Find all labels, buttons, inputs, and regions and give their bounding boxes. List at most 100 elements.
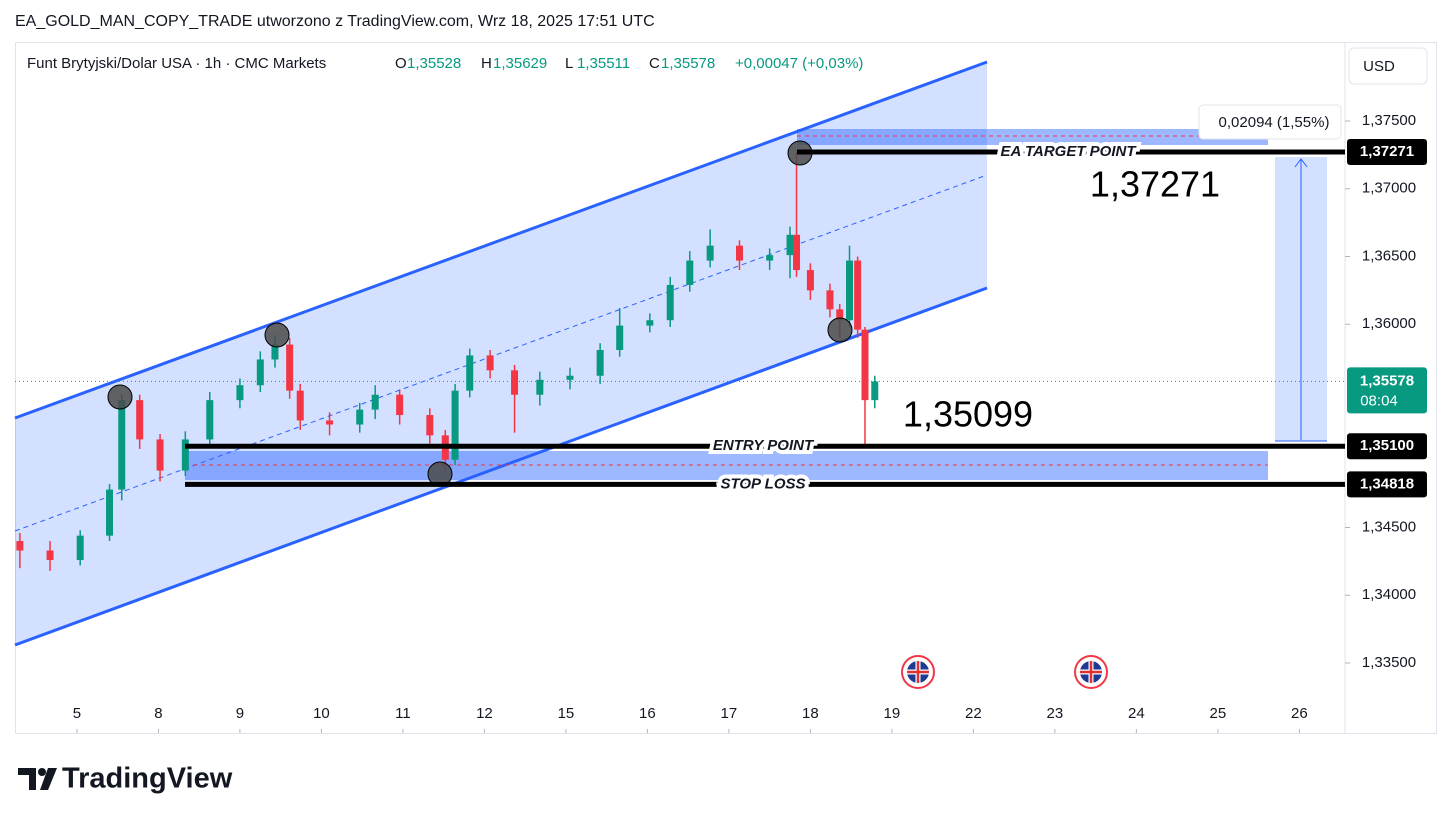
candle-body (786, 234, 794, 256)
x-tick-label: 9 (236, 705, 244, 722)
x-tick-label: 11 (395, 705, 411, 722)
candle-body (356, 409, 364, 425)
last-price-box (1347, 367, 1427, 414)
level-price-box (1347, 471, 1427, 498)
pivot (107, 384, 133, 410)
level-name: ENTRY POINT (713, 437, 815, 454)
x-tick-label: 18 (802, 705, 819, 722)
symbol-legend: Funt Brytyjski/Dolar USA · 1h · CMC Mark… (27, 55, 326, 72)
candle-body (836, 309, 844, 321)
candle-body (286, 344, 294, 391)
brand-logo (18, 768, 57, 790)
level-price-label: 1,37271 (1360, 143, 1414, 160)
y-tick-label: 1,36000 (1362, 315, 1416, 332)
candle-body (766, 255, 774, 261)
level-name: STOP LOSS (720, 475, 805, 492)
candle-body (326, 420, 334, 425)
y-tick-label: 1,37500 (1362, 112, 1416, 129)
ohlc-key: O (395, 55, 407, 72)
x-tick-label: 12 (476, 705, 493, 722)
ohlc-value: 1,35528 (407, 55, 461, 72)
candle-body (826, 290, 834, 310)
candle-body (16, 541, 24, 551)
candle-body (706, 245, 714, 261)
level-name: EA TARGET POINT (1001, 143, 1138, 160)
x-tick-label: 16 (639, 705, 656, 722)
level-price-box (1347, 433, 1427, 460)
candle-body (806, 270, 814, 291)
measure-label: 0,02094 (1,55%) (1219, 114, 1330, 131)
ohlc-key: L (565, 55, 573, 72)
candle-body (296, 390, 304, 421)
change-legend: +0,00047 (+0,03%) (735, 55, 863, 72)
candle-body (735, 245, 743, 261)
candle-body (46, 550, 54, 561)
candle-body (426, 415, 434, 436)
candle-body (76, 535, 84, 561)
candle-body (466, 355, 474, 391)
ohlc-value: 1,35578 (661, 55, 715, 72)
x-tick-label: 17 (721, 705, 738, 722)
channel-upper (14, 60, 988, 420)
candle-body (536, 379, 544, 395)
candle-body (271, 344, 279, 360)
x-tick-label: 5 (73, 705, 81, 722)
candle-body (596, 349, 604, 376)
last-price-label: 1,35578 (1360, 372, 1414, 389)
candle-body (181, 439, 189, 471)
x-tick-label: 26 (1291, 705, 1308, 722)
ohlc-value: 1,35629 (493, 55, 547, 72)
candle-body (616, 325, 624, 350)
candle-body (666, 284, 674, 321)
y-tick-label: 1,34000 (1362, 586, 1416, 603)
event-flag (901, 655, 935, 689)
currency-label: USD (1363, 58, 1395, 75)
candle-body (371, 394, 379, 410)
low-annotation: 1,35099 (903, 394, 1033, 435)
x-tick-label: 8 (154, 705, 162, 722)
pivot (264, 322, 290, 348)
candle-body (871, 381, 879, 401)
channel-mid (14, 174, 988, 532)
pivot (827, 317, 853, 343)
chart-frame (15, 42, 1437, 734)
level-price-label: 1,35100 (1360, 437, 1414, 454)
y-tick-label: 1,34500 (1362, 518, 1416, 535)
x-tick-label: 19 (884, 705, 901, 722)
target-zone (797, 129, 1268, 145)
candle-body (256, 359, 264, 386)
ohlc-key: H (481, 55, 492, 72)
channel-lower (14, 286, 988, 647)
ohlc-key: C (649, 55, 660, 72)
x-tick-label: 10 (313, 705, 330, 722)
y-tick-label: 1,33500 (1362, 654, 1416, 671)
candle-body (793, 234, 801, 271)
candle-body (511, 370, 519, 395)
currency-button[interactable] (1348, 47, 1428, 85)
candle-body (646, 320, 654, 326)
candle-body (566, 375, 574, 380)
x-tick-label: 23 (1047, 705, 1064, 722)
x-tick-label: 15 (558, 705, 575, 722)
ohlc-value: 1,35511 (577, 55, 630, 72)
candle-body (861, 329, 869, 401)
x-tick-label: 25 (1210, 705, 1227, 722)
header-title: EA_GOLD_MAN_COPY_TRADE utworzono z Tradi… (15, 13, 655, 30)
candle-body (106, 489, 114, 536)
candle-body (136, 400, 144, 440)
candle-body (686, 260, 694, 285)
candle-body (396, 394, 404, 416)
candle-body (236, 385, 244, 401)
brand-name: TradingView (62, 763, 233, 795)
y-tick-label: 1,36500 (1362, 247, 1416, 264)
x-tick-label: 22 (965, 705, 982, 722)
candle-body (118, 400, 126, 490)
candle-body (451, 390, 459, 460)
candle-body (156, 439, 164, 471)
entry-zone (185, 451, 1268, 480)
target-annotation: 1,37271 (1090, 164, 1220, 205)
candle-body (206, 400, 214, 440)
event-flag (1074, 655, 1108, 689)
